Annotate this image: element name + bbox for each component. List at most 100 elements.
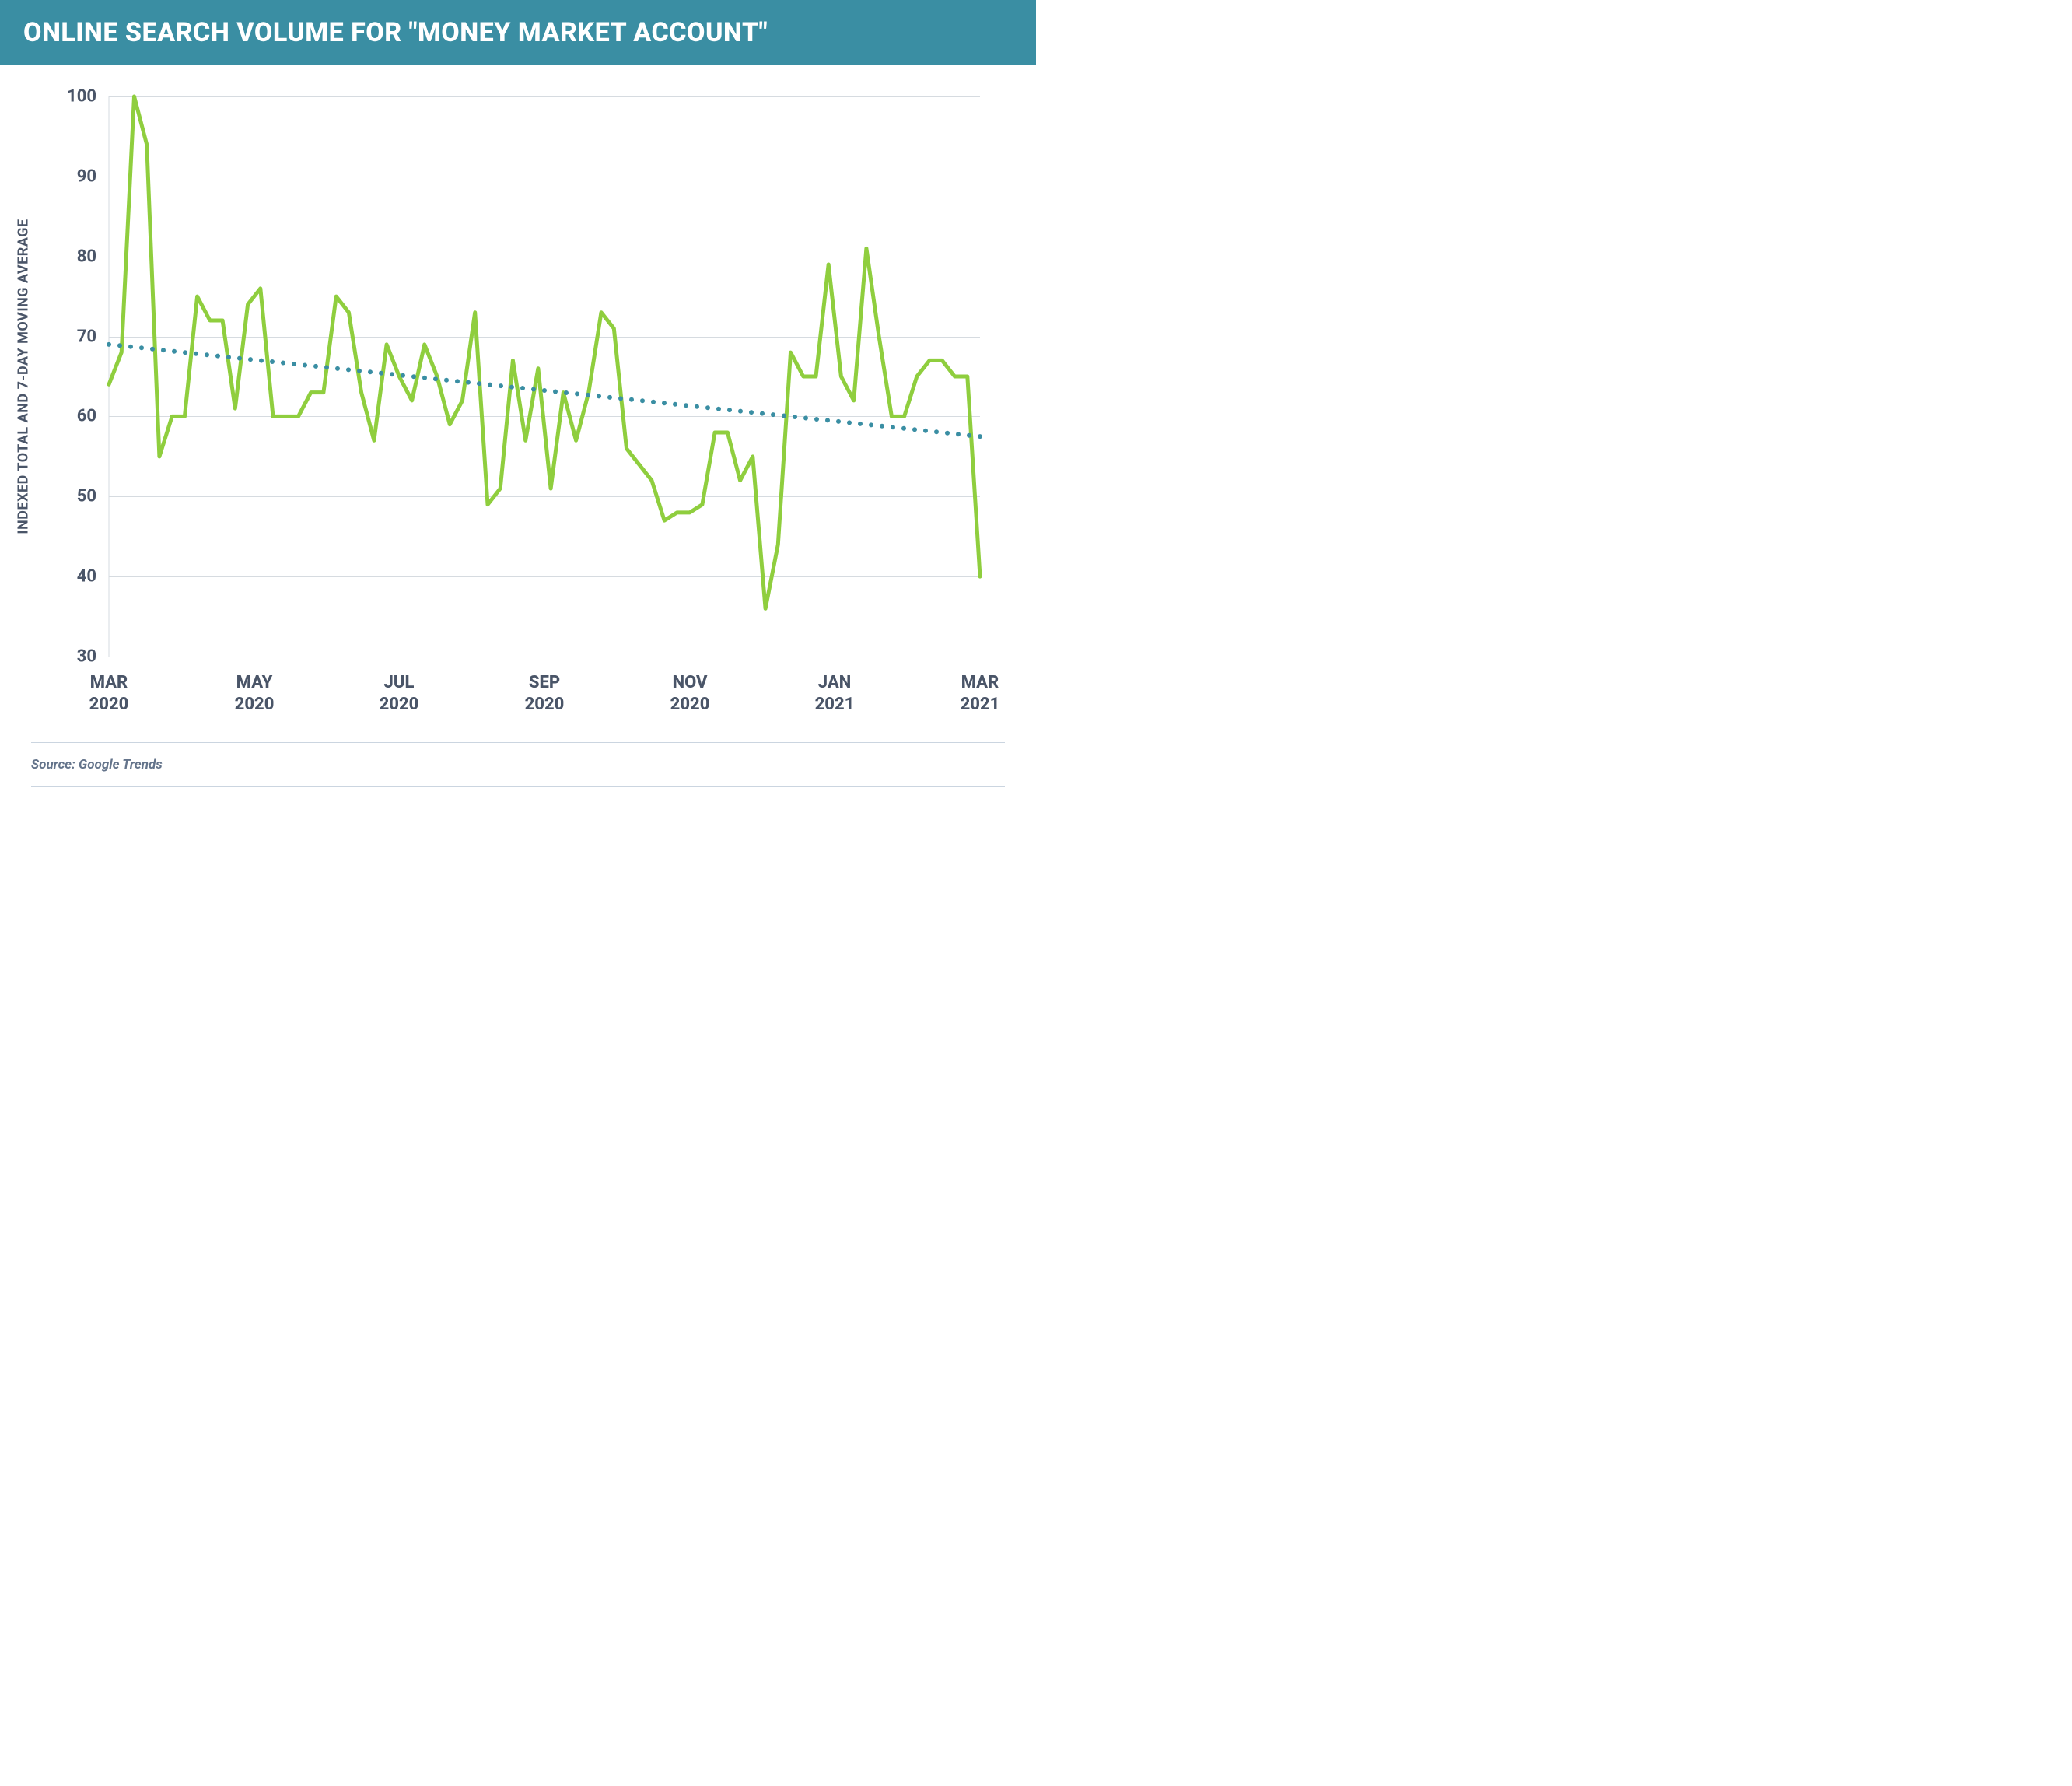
x-tick-label: MAY2020 <box>235 672 275 715</box>
trend-dot <box>673 402 677 407</box>
trend-dot <box>259 359 264 363</box>
y-tick-label: 90 <box>77 166 96 186</box>
trend-dot <box>401 373 405 378</box>
trend-dot <box>379 371 383 376</box>
trend-dot <box>814 417 819 422</box>
trend-dot <box>150 347 155 352</box>
trend-dot <box>183 350 187 355</box>
trend-dot <box>226 355 231 359</box>
trend-dot <box>782 414 786 418</box>
y-tick-label: 50 <box>77 487 96 506</box>
trend-dot <box>891 425 895 429</box>
trend-dot <box>281 361 285 366</box>
trend-dot <box>651 400 656 404</box>
trend-dot <box>335 366 340 371</box>
trend-dot <box>422 376 427 380</box>
x-tick-label: JAN2021 <box>815 672 855 715</box>
trend-dot <box>705 405 710 410</box>
source-text: Source: Google Trends <box>31 757 1005 772</box>
source-footer: Source: Google Trends <box>31 742 1005 787</box>
trend-dot <box>324 365 329 369</box>
trend-dot <box>531 387 536 392</box>
trend-dot <box>205 352 209 357</box>
trend-dot <box>945 431 950 436</box>
trend-dot <box>967 433 971 438</box>
trend-dot <box>292 362 296 366</box>
x-tick-label: NOV2020 <box>670 672 710 715</box>
plot-region: 30405060708090100MAR2020MAY2020JUL2020SE… <box>109 96 980 657</box>
trend-dot <box>488 383 492 387</box>
series-line <box>109 96 980 608</box>
trend-dot <box>978 434 982 439</box>
trend-dot <box>346 367 351 372</box>
trend-dot <box>618 396 623 401</box>
trend-dot <box>738 409 743 414</box>
trend-dot <box>411 374 416 379</box>
y-tick-label: 40 <box>77 567 96 587</box>
trend-dot <box>390 372 394 376</box>
trend-dot <box>836 419 841 424</box>
trend-dot <box>313 364 318 369</box>
trend-dot <box>499 383 503 388</box>
trend-dot <box>161 348 166 352</box>
chart-svg <box>109 96 980 657</box>
y-tick-label: 30 <box>77 647 96 667</box>
trend-dot <box>793 415 797 419</box>
trend-dot <box>716 407 721 411</box>
trend-dot <box>117 343 122 348</box>
trend-dot <box>368 369 373 374</box>
trend-dot <box>444 378 449 383</box>
x-tick-label: SEP2020 <box>525 672 565 715</box>
trend-dot <box>880 424 884 429</box>
trend-dot <box>749 410 754 415</box>
trend-dot <box>215 354 220 359</box>
chart-area: INDEXED TOTAL AND 7-DAY MOVING AVERAGE 3… <box>47 96 989 657</box>
trend-dot <box>542 388 547 393</box>
trend-dot <box>640 398 645 403</box>
y-tick-label: 100 <box>67 87 96 107</box>
trend-dot <box>901 426 906 431</box>
trend-dot <box>194 352 198 356</box>
trend-dot <box>564 390 569 395</box>
trend-dot <box>237 356 242 361</box>
x-tick-label: JUL2020 <box>380 672 419 715</box>
y-axis-title: INDEXED TOTAL AND 7-DAY MOVING AVERAGE <box>16 219 32 534</box>
trend-dot <box>107 342 111 347</box>
trend-dot <box>597 394 601 398</box>
trend-dot <box>825 418 830 422</box>
y-tick-label: 70 <box>77 327 96 346</box>
trend-dot <box>912 427 917 432</box>
trend-dot <box>172 349 177 354</box>
trend-dot <box>477 381 481 386</box>
trend-dot <box>858 422 863 426</box>
trend-dot <box>956 432 961 436</box>
trend-dot <box>803 416 808 421</box>
trend-dot <box>466 380 471 385</box>
trend-dot <box>847 420 852 425</box>
x-tick-label: MAR2021 <box>961 672 1000 715</box>
trend-dot <box>433 376 438 381</box>
trend-dot <box>760 411 765 416</box>
trend-dot <box>357 369 362 373</box>
trend-dot <box>303 363 307 368</box>
trend-dot <box>520 386 525 390</box>
trend-dot <box>139 345 144 350</box>
trend-dot <box>727 408 732 412</box>
trend-dot <box>662 401 667 405</box>
x-tick-label: MAR2020 <box>89 672 129 715</box>
trend-dot <box>575 391 579 396</box>
trend-dot <box>771 412 775 417</box>
trend-dot <box>509 385 514 390</box>
trend-dot <box>684 403 688 408</box>
trend-dot <box>869 422 873 427</box>
trend-dot <box>553 390 558 394</box>
trend-dot <box>934 429 939 434</box>
trend-dot <box>607 395 612 400</box>
y-tick-label: 80 <box>77 247 96 266</box>
trend-dot <box>695 404 699 409</box>
trend-dot <box>586 393 590 397</box>
y-tick-label: 60 <box>77 407 96 426</box>
trend-dot <box>270 359 275 364</box>
chart-container: ONLINE SEARCH VOLUME FOR "MONEY MARKET A… <box>0 0 1036 893</box>
chart-title: ONLINE SEARCH VOLUME FOR "MONEY MARKET A… <box>23 17 1013 48</box>
